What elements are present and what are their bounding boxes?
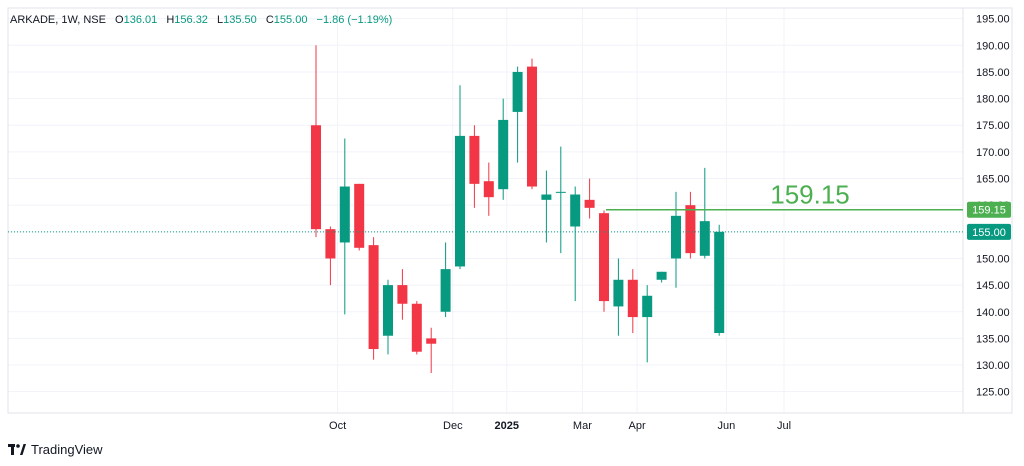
candle-body-down[interactable] (368, 245, 379, 350)
candle-body-down[interactable] (685, 205, 696, 254)
open-value: 136.01 (123, 14, 158, 26)
candle-body-up[interactable] (613, 279, 624, 307)
candle-body-up[interactable] (642, 295, 653, 318)
high-label: H (166, 14, 175, 26)
price-tick-label: 185.00 (976, 67, 1010, 79)
close-label: C (265, 14, 274, 26)
candle-body-up[interactable] (512, 71, 523, 112)
candle-body-up[interactable] (455, 135, 465, 267)
time-tick-label: Oct (329, 420, 346, 432)
candle-body-down[interactable] (627, 279, 638, 318)
price-tick-label: 135.00 (976, 333, 1010, 345)
candle-body-down[interactable] (527, 66, 537, 187)
price-tick-label: 170.00 (976, 147, 1010, 159)
time-tick-label: 2025 (495, 420, 519, 432)
time-tick-label: Jul (777, 420, 791, 432)
candles-layer (311, 45, 725, 374)
price-tick-label: 175.00 (976, 120, 1010, 132)
time-tick-label: Apr (629, 420, 646, 432)
horizontal-level-layer[interactable]: 159.15 (8, 180, 963, 233)
price-tick-label: 145.00 (976, 280, 1010, 292)
symbol-label[interactable]: ARKADE, 1W, NSE (10, 14, 106, 26)
candle-body-up[interactable] (541, 194, 552, 200)
candle-body-down[interactable] (325, 229, 336, 259)
price-tick-label: 165.00 (976, 174, 1010, 186)
level-price-badge (967, 201, 1011, 218)
price-tick-label: 190.00 (976, 40, 1010, 52)
time-axis[interactable]: Oct Dec 2025 Mar Apr Jun Jul (329, 420, 791, 432)
plot-area-border (7, 7, 1013, 414)
time-tick-label: Dec (443, 420, 463, 432)
last-price-badge (967, 223, 1011, 240)
candle-body-up[interactable] (671, 215, 681, 259)
price-tick-label: 130.00 (976, 360, 1010, 372)
candle-body-down[interactable] (397, 285, 408, 304)
price-tick-label: 125.00 (976, 387, 1010, 399)
candle-body-down[interactable] (483, 181, 494, 198)
change-value: −1.86 (−1.19%) (316, 14, 393, 26)
candle-body-down[interactable] (354, 183, 365, 248)
candle-body-up[interactable] (555, 191, 566, 193)
time-tick-label: Jun (718, 420, 736, 432)
candle-body-up[interactable] (383, 285, 393, 336)
candle-body-down[interactable] (584, 199, 595, 208)
tradingview-logo[interactable]: TradingView (8, 442, 103, 457)
symbol-legend: ARKADE, 1W, NSE O136.01 H156.32 L135.50 … (10, 14, 392, 26)
candle-body-down[interactable] (411, 303, 422, 352)
tradingview-logo-icon (8, 444, 26, 455)
open-label: O (115, 14, 124, 26)
price-tick-label: 180.00 (976, 94, 1010, 106)
candle-body-up[interactable] (339, 186, 350, 243)
low-value: 135.50 (223, 14, 257, 26)
level-price-badge-text: 159.15 (972, 205, 1006, 217)
candle-body-down[interactable] (599, 213, 609, 302)
candle-body-down[interactable] (469, 135, 480, 184)
candle-body-down[interactable] (311, 125, 321, 230)
candle-body-up[interactable] (498, 119, 509, 190)
chart-grid (8, 8, 963, 413)
price-tick-label: 140.00 (976, 307, 1010, 319)
candle-body-down[interactable] (426, 338, 437, 344)
last-price-badge-text: 155.00 (972, 227, 1006, 239)
low-label: L (217, 14, 224, 26)
candle-body-up[interactable] (699, 221, 710, 256)
time-tick-label: Mar (573, 420, 592, 432)
price-tick-label: 195.00 (976, 14, 1010, 26)
candle-body-up[interactable] (714, 231, 725, 334)
horizontal-level-label: 159.15 (770, 180, 850, 210)
high-value: 156.32 (174, 14, 208, 26)
price-tick-label: 150.00 (976, 253, 1010, 265)
price-axis[interactable]: 125.00 130.00 135.00 140.00 145.00 150.00 155.… (967, 14, 1011, 399)
candle-body-up[interactable] (570, 194, 581, 227)
tradingview-brand-name: TradingView (31, 442, 103, 457)
candle-body-up[interactable] (440, 269, 451, 312)
candle-body-up[interactable] (656, 271, 667, 280)
close-value: 155.00 (273, 14, 308, 26)
